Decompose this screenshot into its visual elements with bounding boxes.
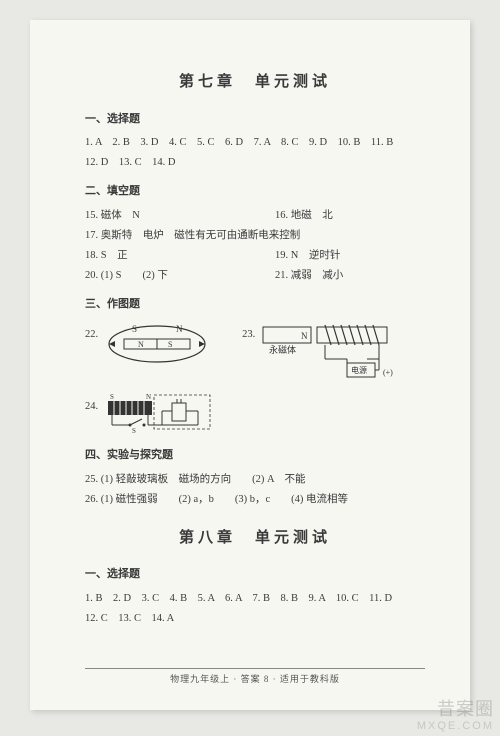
fig24-num: 24. <box>85 391 98 417</box>
ch7-sec1-line1: 1. A 2. B 3. D 4. C 5. C 6. D 7. A 8. C … <box>85 133 425 153</box>
q16: 16. 地磁 北 <box>275 206 333 226</box>
solenoid-circuit-icon: N 电源 (+) 永磁体 <box>259 319 409 389</box>
ch7-sec1-line2: 12. D 13. C 14. D <box>85 153 425 173</box>
fig22-S-in: S <box>168 340 172 349</box>
q19: 19. N 逆时针 <box>275 246 340 266</box>
fig23-N: N <box>301 331 308 341</box>
fig22-S-top: S <box>132 324 137 334</box>
q15: 15. 磁体 N <box>85 206 235 226</box>
q21: 21. 减弱 减小 <box>275 266 343 286</box>
page: 第七章 单元测试 一、选择题 1. A 2. B 3. D 4. C 5. C … <box>30 20 470 710</box>
q17: 17. 奥斯特 电炉 磁性有无可由通断电来控制 <box>85 226 425 246</box>
magnet-ellipse-icon: S N N S <box>102 319 212 369</box>
ch8-sec1-head: 一、选择题 <box>85 564 425 585</box>
electromagnet-switch-icon: S N S <box>102 391 222 437</box>
fig22-N-in: N <box>138 340 144 349</box>
watermark-top: 昔案圈 <box>417 700 494 720</box>
q20: 20. (1) S (2) 下 <box>85 266 235 286</box>
ch8-sec1-line2: 12. C 13. C 14. A <box>85 609 425 629</box>
fig22-num: 22. <box>85 319 98 345</box>
figure-24: 24. S N S <box>85 391 425 437</box>
svg-text:S: S <box>132 427 136 435</box>
fig23-plus: (+) <box>383 368 393 377</box>
chapter8-title: 第八章 单元测试 <box>85 524 425 553</box>
q25: 25. (1) 轻敲玻璃板 磁场的方向 (2) A 不能 <box>85 470 425 490</box>
fig22-N-top: N <box>176 324 183 334</box>
footer-text: 物理九年级上 · 答案 8 · 适用于教科版 <box>170 674 340 684</box>
fig24-N: N <box>146 393 151 401</box>
fig23-magnet-label: 永磁体 <box>269 344 296 355</box>
fig24-S: S <box>110 393 114 401</box>
footer: 物理九年级上 · 答案 8 · 适用于教科版 <box>85 668 425 688</box>
figure-23: 23. N <box>242 319 409 389</box>
chapter7-title: 第七章 单元测试 <box>85 68 425 97</box>
ch7-sec2-head: 二、填空题 <box>85 181 425 202</box>
watermark: 昔案圈 MXQE.COM <box>417 700 494 732</box>
figure-22: 22. S N N S <box>85 319 212 369</box>
q26: 26. (1) 磁性强弱 (2) a，b (3) b，c (4) 电流相等 <box>85 490 425 510</box>
ch8-sec1-line1: 1. B 2. D 3. C 4. B 5. A 6. A 7. B 8. B … <box>85 589 425 609</box>
watermark-bottom: MXQE.COM <box>417 720 494 732</box>
ch7-sec1-head: 一、选择题 <box>85 109 425 130</box>
fig23-num: 23. <box>242 319 255 345</box>
fig23-power-label: 电源 <box>351 365 367 375</box>
ch7-sec3-head: 三、作图题 <box>85 294 425 315</box>
q18: 18. S 正 <box>85 246 235 266</box>
ch7-sec4-head: 四、实验与探究题 <box>85 445 425 466</box>
